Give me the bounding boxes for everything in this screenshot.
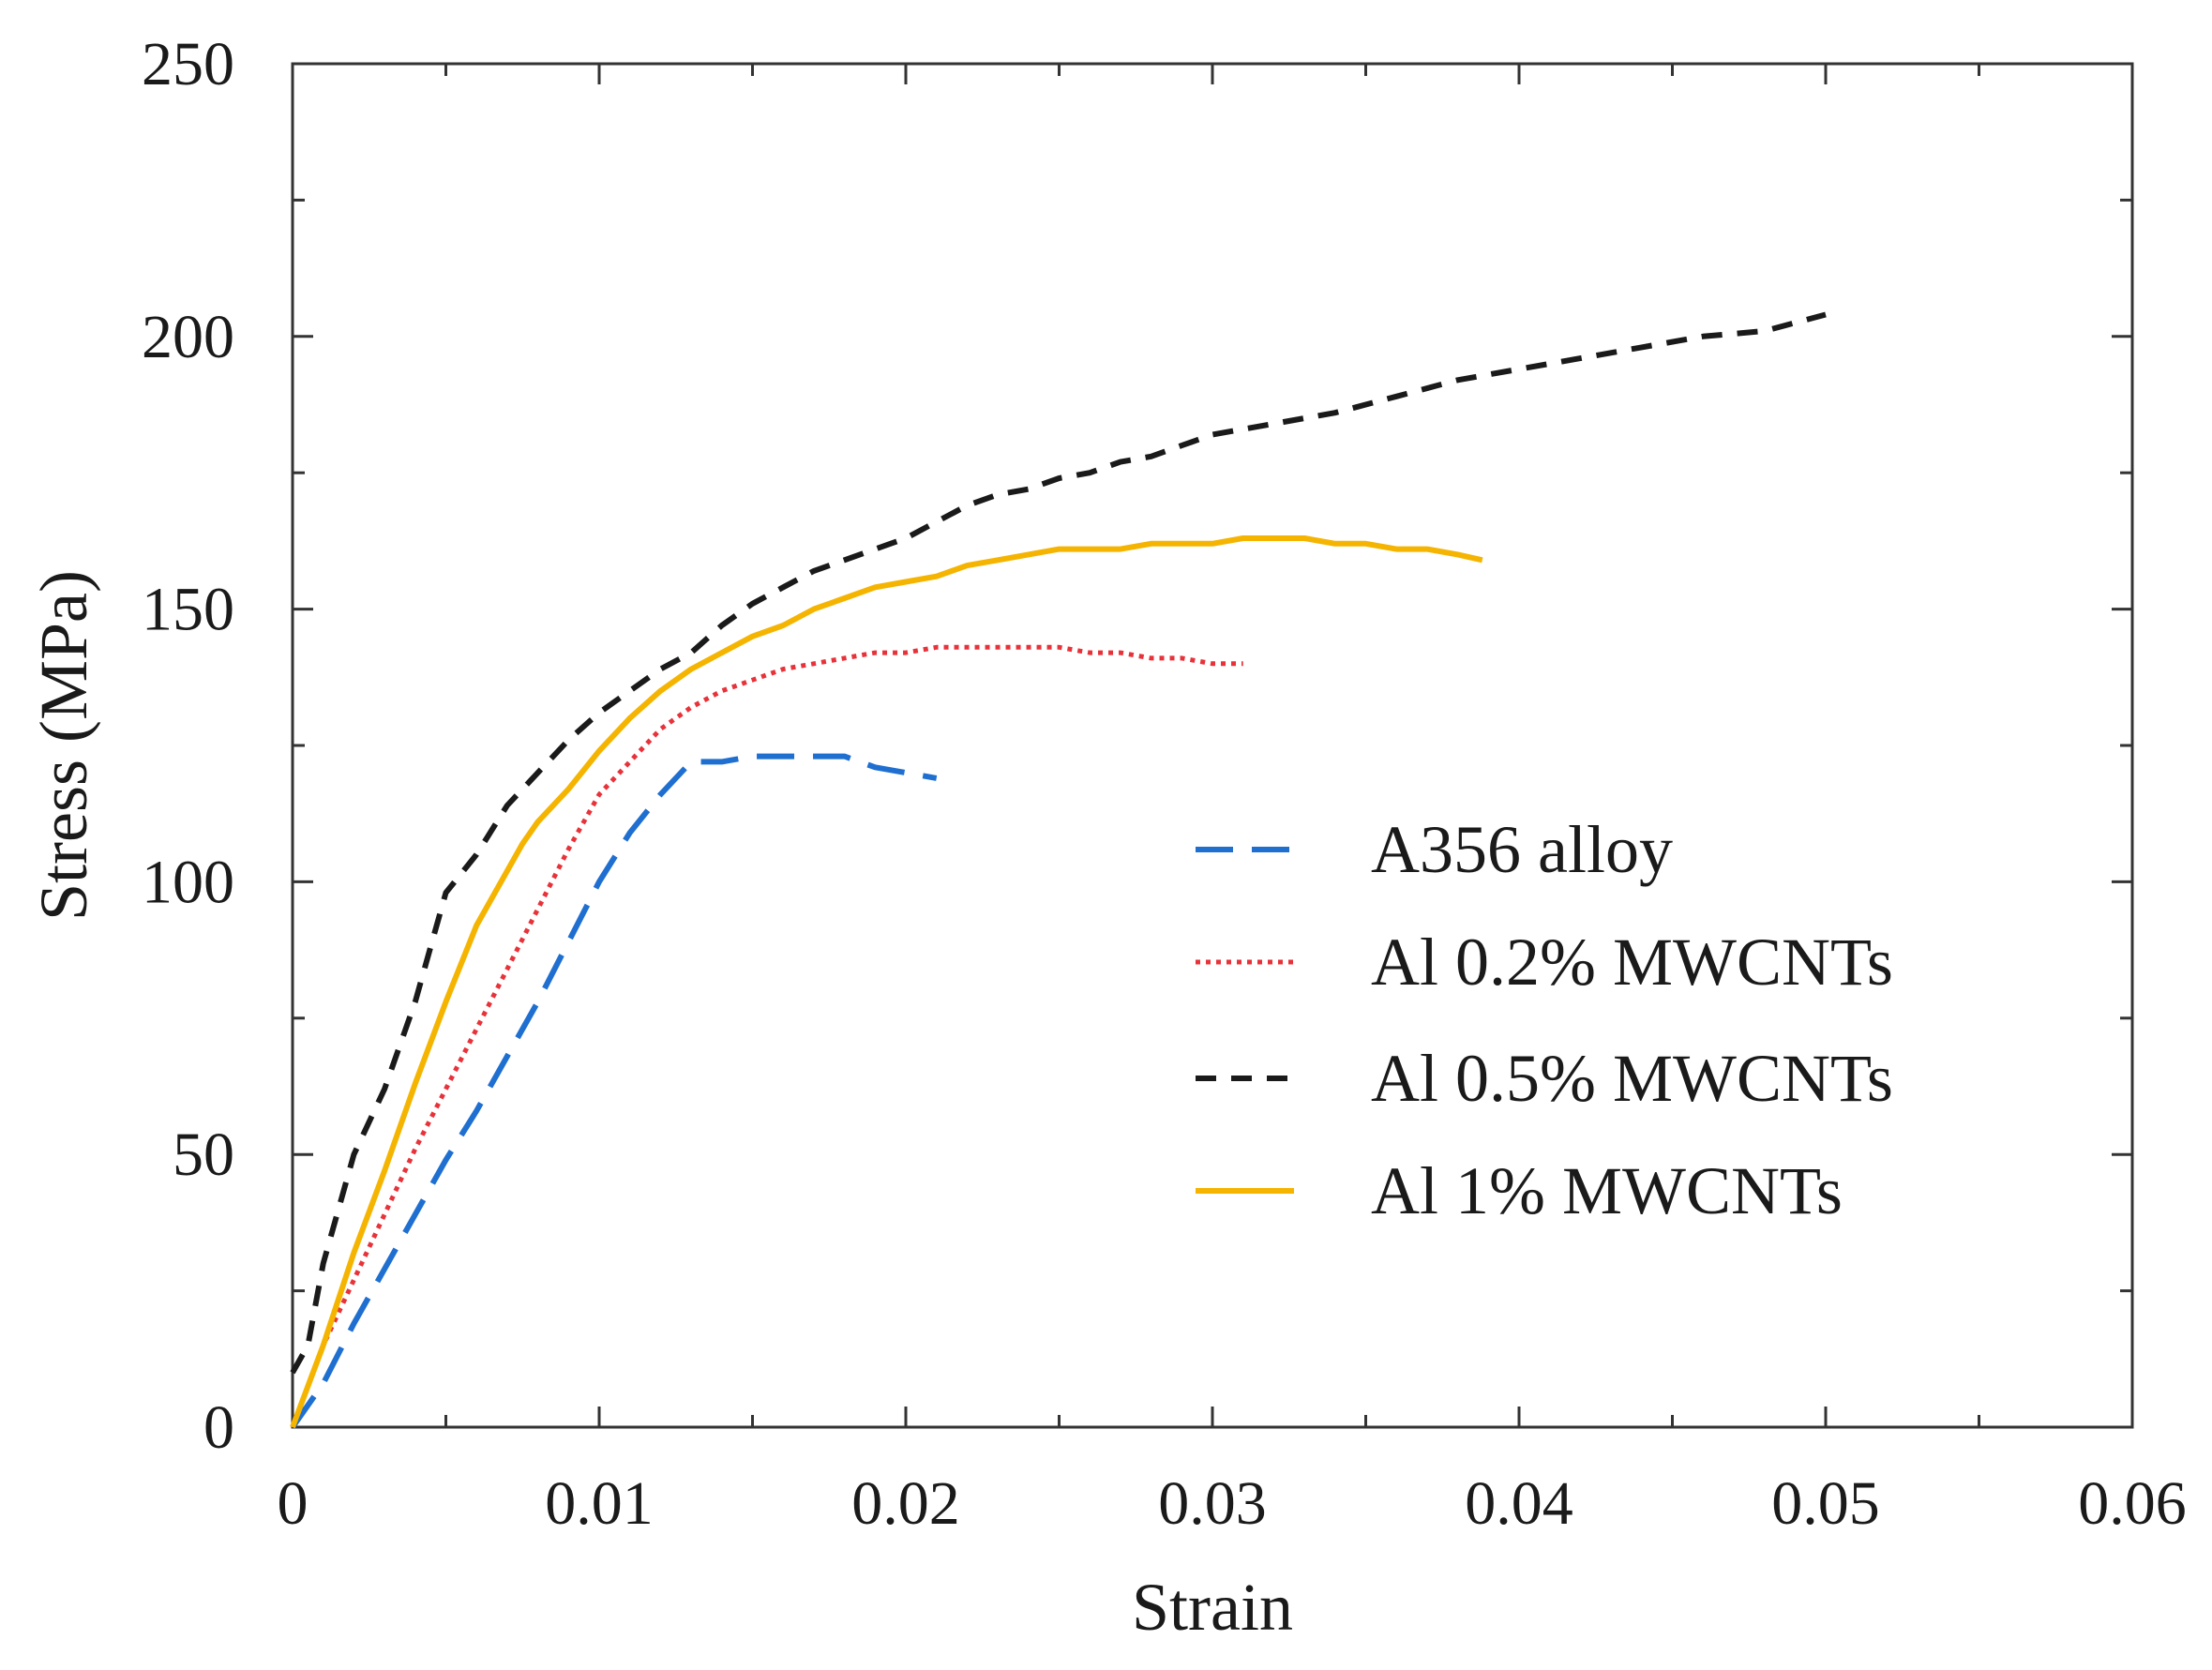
x-tick-label: 0 [278, 1469, 308, 1538]
x-axis-title: Strain [1132, 1570, 1293, 1645]
y-tick-label: 200 [142, 303, 234, 371]
series-line-3 [290, 311, 1827, 1375]
series-line-2 [290, 644, 1243, 1428]
y-tick-labels: 0 50 100 150 200 250 [142, 30, 234, 1462]
x-tick-labels: 0 0.01 0.02 0.03 0.04 0.05 0.06 [278, 1469, 2187, 1538]
x-tick-label: 0.01 [545, 1469, 654, 1538]
series-line-1 [290, 753, 938, 1429]
y-tick-label: 250 [142, 30, 234, 98]
x-tick-label: 0.02 [851, 1469, 960, 1538]
plot-area [291, 62, 2134, 1429]
x-tick-label: 0.06 [2078, 1469, 2187, 1538]
x-tick-label: 0.03 [1158, 1469, 1267, 1538]
legend: A356 alloy Al 0.2% MWCNTs Al 0.5% MWCNTs Al… [1196, 812, 1893, 1228]
series-layer [290, 311, 1827, 1429]
axis-ticks [291, 62, 2134, 1429]
y-tick-label: 100 [142, 848, 234, 916]
x-tick-label: 0.05 [1771, 1469, 1880, 1538]
y-tick-label: 0 [203, 1393, 234, 1462]
legend-label-1: A356 alloy [1371, 812, 1673, 887]
y-tick-label: 150 [142, 576, 234, 644]
legend-label-4: Al 1% MWCNTs [1371, 1153, 1843, 1228]
series-line-4 [290, 535, 1483, 1429]
x-tick-label: 0.04 [1465, 1469, 1573, 1538]
y-axis-title: Stress (MPa) [26, 570, 101, 921]
legend-label-2: Al 0.2% MWCNTs [1371, 925, 1893, 1000]
y-tick-label: 50 [173, 1121, 234, 1189]
legend-label-3: Al 0.5% MWCNTs [1371, 1041, 1893, 1116]
